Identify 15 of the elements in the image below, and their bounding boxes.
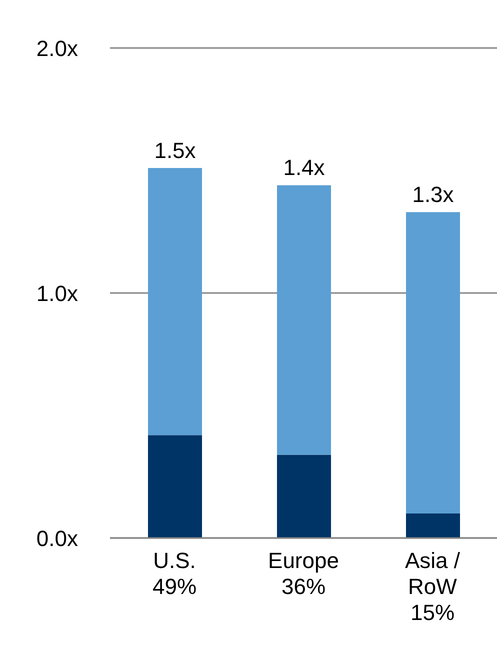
bar [406, 514, 460, 538]
bar [277, 454, 331, 538]
total-label: 1.3x [412, 182, 454, 208]
x-tick-label: Asia / RoW 15% [404, 548, 461, 625]
y-tick-label: 0.0x [36, 526, 78, 551]
bar [406, 212, 460, 514]
total-label: 1.4x [283, 155, 325, 180]
bar [148, 168, 202, 436]
x-tick-label: U.S. 49% [152, 548, 197, 599]
bar [277, 185, 331, 455]
bar [148, 435, 202, 538]
total-label: 1.5x [154, 138, 196, 164]
x-tick-label: Europe 36% [268, 548, 339, 599]
y-tick-label: 1.0x [36, 280, 78, 306]
y-tick-label: 2.0x [36, 36, 78, 61]
